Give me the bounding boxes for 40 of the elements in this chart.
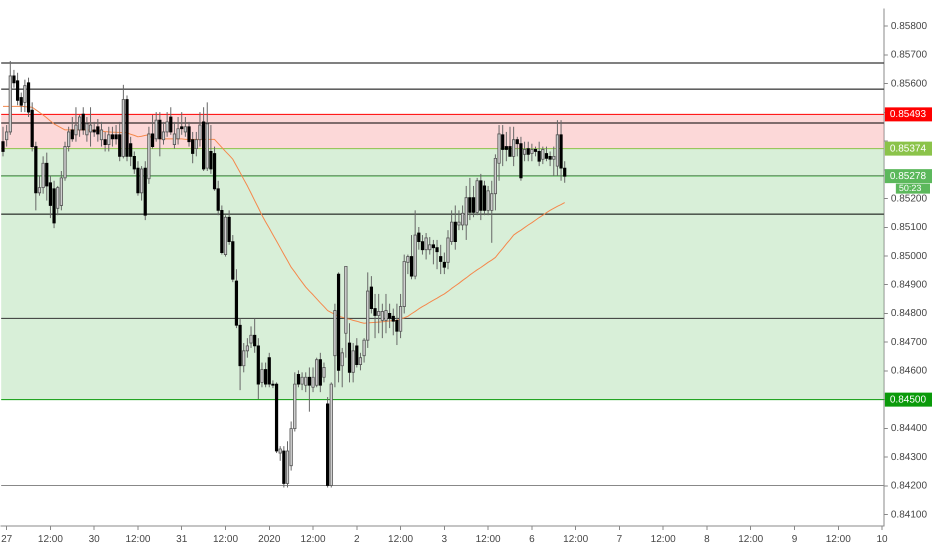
text: 50:23 [898,183,922,194]
y-tick-label: 0.84400 [890,423,928,434]
y-tick-label: 0.85000 [890,250,928,262]
x-tick-label: 6 [529,534,536,545]
y-tick-label: 0.84300 [890,452,928,463]
x-tick-label: 12:00 [212,534,238,545]
y-tick-label: 0.84100 [890,509,928,520]
x-tick-label: 12:00 [826,534,852,545]
x-tick-label: 2 [354,534,360,545]
y-tick-label: 0.85600 [890,78,928,90]
x-tick-label: 12:00 [300,534,326,545]
y-tick-label: 0.84200 [890,480,928,492]
x-tick-label: 12:00 [563,534,589,545]
y-tick-label: 0.85200 [890,193,928,204]
ref-line-label: 0.85493 [890,109,926,120]
y-tick-label: 0.85700 [890,50,928,61]
x-tick-label: 12:00 [38,534,64,545]
x-tick-label: 12:00 [125,534,151,545]
x-tick-label: 12:00 [476,534,502,545]
x-tick-label: 10 [876,534,888,545]
x-tick-label: 30 [88,534,100,545]
y-tick-label: 0.84900 [890,279,928,290]
x-tick-label: 12:00 [650,534,676,545]
x-tick-label: 31 [176,534,188,545]
y-tick-label: 0.85100 [890,222,928,234]
x-tick-label: 8 [704,534,710,545]
x-tick-label: 9 [792,534,798,545]
ref-line-label: 0.85374 [890,143,926,154]
y-tick-label: 0.85800 [890,20,928,32]
x-tick-label: 2020 [258,534,281,545]
y-tick-label: 0.84600 [890,366,928,377]
x-tick-label: 7 [616,534,623,545]
x-tick-label: 12:00 [388,534,414,545]
x-tick-label: 3 [442,534,448,545]
x-tick-label: 27 [1,534,13,545]
y-tick-label: 0.84800 [890,308,928,320]
ref-line-label: 0.85278 [890,170,926,182]
x-tick-label: 12:00 [738,534,764,545]
y-tick-label: 0.84700 [890,336,928,348]
ref-line-label: 0.84500 [890,394,926,406]
